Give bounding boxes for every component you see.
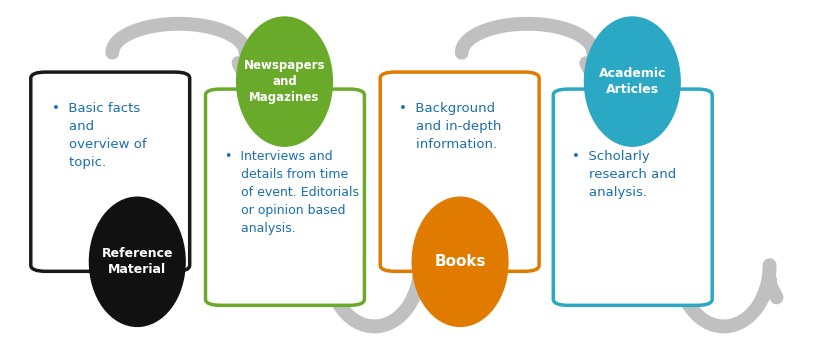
FancyBboxPatch shape <box>553 89 712 305</box>
Text: Reference
Material: Reference Material <box>102 247 173 276</box>
Text: Academic
Articles: Academic Articles <box>599 67 666 96</box>
Ellipse shape <box>584 17 681 146</box>
FancyBboxPatch shape <box>206 89 364 305</box>
Text: •  Interviews and
    details from time
    of event. Editorials
    or opinion : • Interviews and details from time of ev… <box>225 150 359 235</box>
Text: •  Scholarly
    research and
    analysis.: • Scholarly research and analysis. <box>572 150 676 199</box>
Text: Books: Books <box>434 254 486 269</box>
Ellipse shape <box>90 197 186 326</box>
Text: Newspapers
and
Magazines: Newspapers and Magazines <box>244 59 325 104</box>
Text: •  Background
    and in-depth
    information.: • Background and in-depth information. <box>399 102 502 151</box>
FancyBboxPatch shape <box>31 72 190 271</box>
Ellipse shape <box>237 17 333 146</box>
FancyBboxPatch shape <box>380 72 539 271</box>
Ellipse shape <box>413 197 508 326</box>
Text: •  Basic facts
    and
    overview of
    topic.: • Basic facts and overview of topic. <box>52 102 146 169</box>
